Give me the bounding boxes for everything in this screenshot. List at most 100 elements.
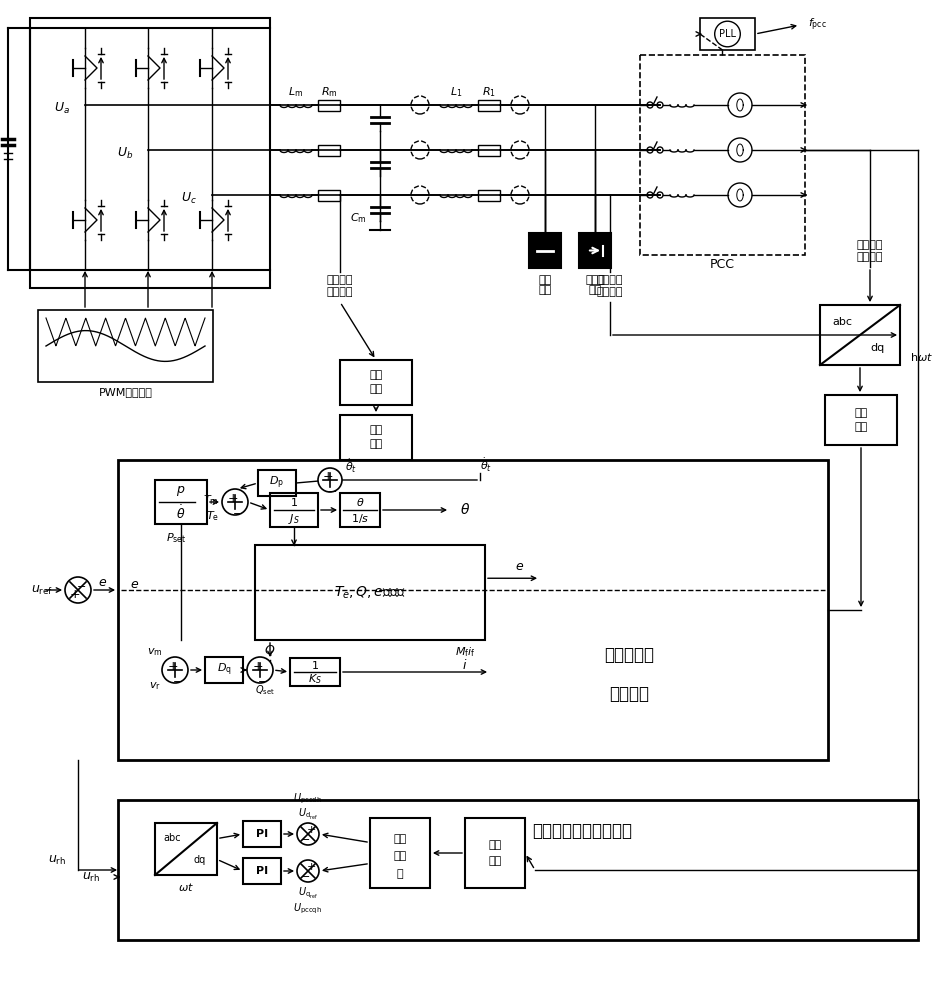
Text: $-$: $-$ bbox=[300, 870, 310, 880]
Text: $1$: $1$ bbox=[311, 659, 318, 671]
Text: dq: dq bbox=[870, 343, 884, 353]
Text: 电压电流: 电压电流 bbox=[856, 240, 883, 250]
Text: $\dot{\theta}_t$: $\dot{\theta}_t$ bbox=[479, 456, 491, 474]
Text: 滤波: 滤波 bbox=[369, 384, 382, 394]
Text: $L_{\rm m}$: $L_{\rm m}$ bbox=[288, 85, 303, 99]
Text: $\theta$: $\theta$ bbox=[356, 495, 364, 508]
Text: $u_{\rm rh}$: $u_{\rm rh}$ bbox=[48, 853, 66, 867]
Text: $\dot{\theta}_t$: $\dot{\theta}_t$ bbox=[344, 457, 357, 475]
Text: $+$: $+$ bbox=[322, 470, 333, 483]
Text: 计算: 计算 bbox=[369, 440, 382, 450]
Text: 器: 器 bbox=[396, 869, 402, 879]
Text: $-$: $-$ bbox=[256, 675, 267, 685]
Text: 负荷: 负荷 bbox=[588, 285, 601, 295]
Text: $U_{\rm d_{ref}}$: $U_{\rm d_{ref}}$ bbox=[298, 806, 317, 822]
Text: abc: abc bbox=[831, 317, 852, 327]
Text: $+$: $+$ bbox=[69, 588, 80, 601]
Text: 谐波分频抑制控制模块: 谐波分频抑制控制模块 bbox=[532, 822, 631, 840]
Text: 计算: 计算 bbox=[488, 856, 501, 866]
Text: $J_S$: $J_S$ bbox=[287, 512, 300, 526]
Text: $e$: $e$ bbox=[515, 560, 524, 573]
Polygon shape bbox=[529, 233, 561, 268]
Text: $v_{\rm m}$: $v_{\rm m}$ bbox=[147, 646, 163, 658]
Circle shape bbox=[247, 657, 272, 683]
Text: 滤波: 滤波 bbox=[854, 422, 867, 432]
Text: 低通: 低通 bbox=[854, 408, 867, 418]
Text: $-$: $-$ bbox=[171, 675, 182, 685]
Text: $Q_{\rm set}$: $Q_{\rm set}$ bbox=[255, 683, 274, 697]
Text: $-$: $-$ bbox=[232, 507, 241, 517]
Text: $Q$: $Q$ bbox=[264, 643, 275, 657]
Text: $+$: $+$ bbox=[252, 660, 263, 672]
Text: $U_a$: $U_a$ bbox=[54, 100, 70, 116]
Text: $R_{\rm m}$: $R_{\rm m}$ bbox=[320, 85, 337, 99]
Text: $e$: $e$ bbox=[130, 578, 139, 591]
Text: $P_{\rm set}$: $P_{\rm set}$ bbox=[166, 531, 186, 545]
Circle shape bbox=[65, 577, 91, 603]
Text: $D_{\rm q}$: $D_{\rm q}$ bbox=[216, 662, 231, 678]
Text: 控制模块: 控制模块 bbox=[608, 685, 649, 703]
Text: $u_{\rm rh}$: $u_{\rm rh}$ bbox=[81, 870, 100, 884]
Text: $M_{\rm f}i_{\rm f}$: $M_{\rm f}i_{\rm f}$ bbox=[454, 645, 475, 659]
Text: $R_1$: $R_1$ bbox=[481, 85, 495, 99]
Circle shape bbox=[297, 823, 318, 845]
Text: $T_{\rm e}$: $T_{\rm e}$ bbox=[206, 509, 219, 523]
Text: $U_{\rm q_{ref}}$: $U_{\rm q_{ref}}$ bbox=[298, 886, 317, 900]
Text: $U_{\rm pccqh}$: $U_{\rm pccqh}$ bbox=[293, 902, 322, 916]
Circle shape bbox=[222, 489, 248, 515]
Circle shape bbox=[297, 860, 318, 882]
Text: $u_{\rm ref}$: $u_{\rm ref}$ bbox=[31, 583, 53, 597]
Text: $+$: $+$ bbox=[227, 492, 239, 506]
Text: $T_e,Q,e$的公式: $T_e,Q,e$的公式 bbox=[334, 584, 405, 601]
Text: 信号检测: 信号检测 bbox=[596, 287, 622, 297]
Polygon shape bbox=[578, 233, 610, 268]
Text: $D_{\rm p}$: $D_{\rm p}$ bbox=[270, 475, 285, 491]
Text: 信号检测: 信号检测 bbox=[856, 252, 883, 262]
Text: 电压电流: 电压电流 bbox=[596, 275, 622, 285]
Text: $-$: $-$ bbox=[300, 833, 310, 843]
Text: 控制: 控制 bbox=[393, 851, 406, 861]
Text: 普通: 普通 bbox=[538, 275, 551, 285]
Text: $1$: $1$ bbox=[290, 495, 298, 508]
Text: $T_{\rm m}$: $T_{\rm m}$ bbox=[203, 493, 219, 507]
Text: $e$: $e$ bbox=[98, 576, 107, 588]
Text: $L_1$: $L_1$ bbox=[449, 85, 461, 99]
Text: $\theta$: $\theta$ bbox=[460, 502, 470, 518]
Text: 低通: 低通 bbox=[369, 370, 382, 380]
Text: PLL: PLL bbox=[718, 29, 735, 39]
Text: $\omega t$: $\omega t$ bbox=[178, 881, 194, 893]
Text: 信号检测: 信号检测 bbox=[327, 287, 353, 297]
Text: h$\omega t$: h$\omega t$ bbox=[909, 351, 932, 363]
Text: $-$: $-$ bbox=[76, 580, 86, 590]
Text: 功率: 功率 bbox=[488, 840, 501, 850]
Text: $-$: $-$ bbox=[327, 485, 337, 495]
Circle shape bbox=[162, 657, 188, 683]
Text: 功率: 功率 bbox=[369, 426, 382, 436]
Text: $K_S$: $K_S$ bbox=[308, 672, 322, 686]
Text: $+$: $+$ bbox=[305, 861, 315, 872]
Text: PWM输出波形: PWM输出波形 bbox=[98, 387, 153, 397]
Text: PCC: PCC bbox=[709, 258, 734, 271]
Text: $v_{\rm r}$: $v_{\rm r}$ bbox=[149, 680, 161, 692]
Text: abc: abc bbox=[164, 833, 181, 843]
Text: $f_{\rm pcc}$: $f_{\rm pcc}$ bbox=[807, 17, 826, 33]
Text: PI: PI bbox=[256, 829, 268, 839]
Text: $U_b$: $U_b$ bbox=[117, 145, 133, 161]
Text: 电压电流: 电压电流 bbox=[327, 275, 353, 285]
Text: $1/s$: $1/s$ bbox=[350, 512, 369, 525]
Text: $i$: $i$ bbox=[461, 658, 467, 672]
Text: $C_{\rm m}$: $C_{\rm m}$ bbox=[349, 211, 366, 225]
Text: 谐波: 谐波 bbox=[393, 834, 406, 844]
Circle shape bbox=[317, 468, 342, 492]
Text: PI: PI bbox=[256, 866, 268, 876]
Text: 同步逆变器: 同步逆变器 bbox=[604, 646, 653, 664]
Text: $+$: $+$ bbox=[305, 824, 315, 835]
Text: 非线性: 非线性 bbox=[584, 275, 605, 285]
Text: dq: dq bbox=[194, 855, 206, 865]
Text: $\dot{\theta}$: $\dot{\theta}$ bbox=[176, 504, 185, 522]
Text: $p$: $p$ bbox=[176, 484, 185, 498]
Text: $+$: $+$ bbox=[168, 660, 179, 672]
Text: 负荷: 负荷 bbox=[538, 285, 551, 295]
Text: $U_{\rm pccdh}$: $U_{\rm pccdh}$ bbox=[293, 792, 322, 806]
Text: $U_c$: $U_c$ bbox=[181, 190, 197, 206]
